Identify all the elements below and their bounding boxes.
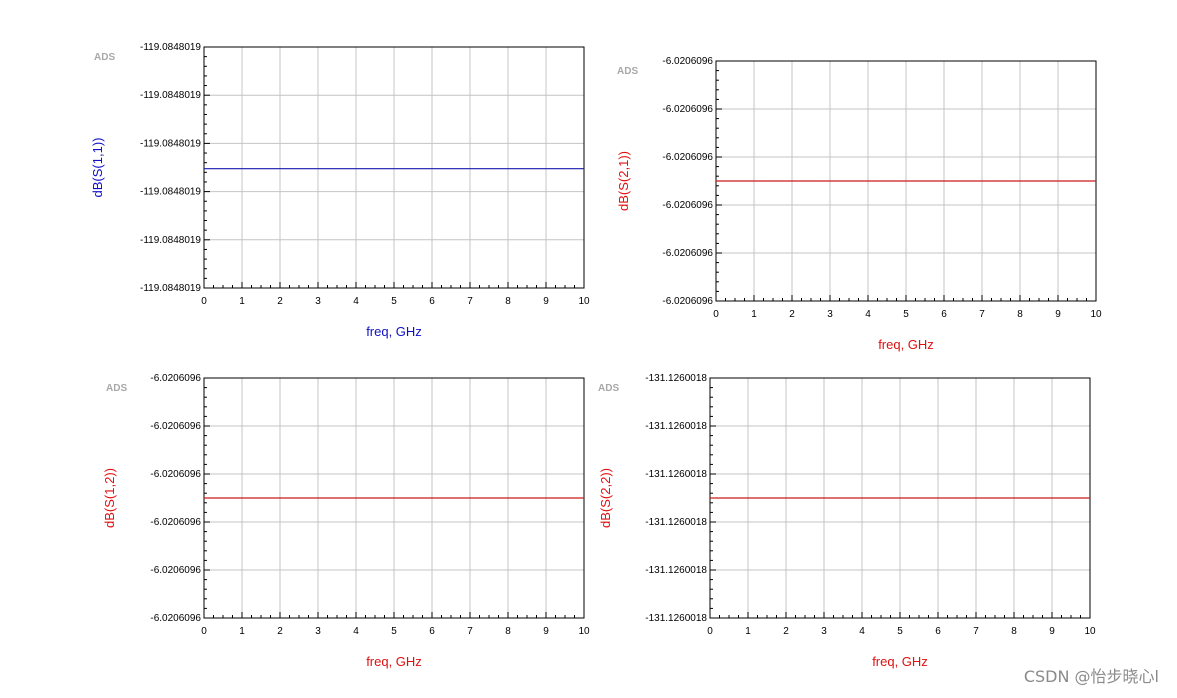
y-tick-label: -119.0848019 bbox=[140, 235, 201, 246]
x-tick-label: 7 bbox=[979, 309, 985, 320]
x-tick-label: 6 bbox=[941, 309, 947, 320]
y-tick-label: -131.1260018 bbox=[645, 517, 707, 528]
x-tick-label: 3 bbox=[315, 626, 321, 637]
x-tick-label: 5 bbox=[391, 626, 397, 637]
x-tick-label: 10 bbox=[578, 626, 590, 637]
x-tick-label: 1 bbox=[751, 309, 757, 320]
ads-tag: ADS bbox=[94, 52, 115, 63]
chart-4: 0 1 2 3 4 5 6 7 8 9 10 -131.1260018 -131.1260018 -131… bbox=[598, 373, 1096, 669]
x-axis-label: freq, GHz bbox=[366, 654, 422, 669]
x-tick-label: 2 bbox=[277, 626, 283, 637]
y-tick-label: -6.0206096 bbox=[662, 296, 713, 307]
x-tick-label: 0 bbox=[201, 626, 207, 637]
x-tick-label: 1 bbox=[239, 626, 245, 637]
y-tick-label: -131.1260018 bbox=[645, 565, 707, 576]
x-tick-label: 8 bbox=[1017, 309, 1023, 320]
x-tick-label: 4 bbox=[353, 626, 359, 637]
x-tick-label: 9 bbox=[1049, 626, 1055, 637]
x-tick-label: 0 bbox=[707, 626, 713, 637]
x-tick-label: 10 bbox=[578, 296, 590, 307]
x-tick-label: 10 bbox=[1084, 626, 1096, 637]
x-axis-label: freq, GHz bbox=[878, 337, 934, 352]
y-tick-label: -6.0206096 bbox=[150, 565, 201, 576]
x-tick-label: 0 bbox=[713, 309, 719, 320]
x-tick-label: 0 bbox=[201, 296, 207, 307]
x-axis-label: freq, GHz bbox=[872, 654, 928, 669]
x-tick-label: 7 bbox=[973, 626, 979, 637]
plot-frame bbox=[203, 46, 585, 289]
y-tick-label: -6.0206096 bbox=[662, 248, 713, 259]
chart-3: 0 1 2 3 4 5 6 7 8 9 10 -6.0206096 -6.0206096 -6.02060… bbox=[102, 373, 590, 669]
ads-tag: ADS bbox=[617, 66, 638, 77]
x-tick-label: 6 bbox=[429, 296, 435, 307]
x-tick-label: 9 bbox=[543, 626, 549, 637]
y-tick-label: -6.0206096 bbox=[662, 56, 713, 67]
y-tick-label: -131.1260018 bbox=[645, 469, 707, 480]
y-tick-label: -6.0206096 bbox=[662, 152, 713, 163]
y-tick-label: -119.0848019 bbox=[140, 283, 201, 294]
x-tick-label: 2 bbox=[277, 296, 283, 307]
x-tick-label: 7 bbox=[467, 626, 473, 637]
y-tick-label: -6.0206096 bbox=[150, 421, 201, 432]
y-tick-label: -131.1260018 bbox=[645, 373, 707, 384]
chart-1: 0 1 2 3 4 5 6 7 8 9 10 -119.0848019 -119.0848019 -119… bbox=[90, 42, 590, 339]
x-tick-label: 2 bbox=[789, 309, 795, 320]
y-tick-label: -131.1260018 bbox=[645, 421, 707, 432]
x-tick-label: 3 bbox=[827, 309, 833, 320]
chart-2: 0 1 2 3 4 5 6 7 8 9 10 -6.0206096 -6.0206096 -6.02060… bbox=[616, 56, 1102, 352]
x-tick-label: 8 bbox=[505, 626, 511, 637]
y-tick-label: -119.0848019 bbox=[140, 138, 201, 149]
x-tick-label: 6 bbox=[935, 626, 941, 637]
y-axis-label: dB(S(2,2)) bbox=[598, 468, 613, 528]
x-tick-label: 9 bbox=[1055, 309, 1061, 320]
x-axis-label: freq, GHz bbox=[366, 324, 422, 339]
x-tick-label: 1 bbox=[239, 296, 245, 307]
x-tick-label: 4 bbox=[859, 626, 865, 637]
y-tick-label: -6.0206096 bbox=[662, 200, 713, 211]
x-tick-label: 4 bbox=[353, 296, 359, 307]
x-tick-label: 1 bbox=[745, 626, 751, 637]
y-axis-label: dB(S(1,1)) bbox=[90, 138, 105, 198]
y-tick-label: -6.0206096 bbox=[150, 469, 201, 480]
y-tick-label: -6.0206096 bbox=[150, 517, 201, 528]
x-tick-label: 3 bbox=[821, 626, 827, 637]
y-tick-label: -6.0206096 bbox=[150, 613, 201, 624]
x-tick-label: 8 bbox=[505, 296, 511, 307]
x-tick-label: 4 bbox=[865, 309, 871, 320]
ads-tag: ADS bbox=[598, 383, 619, 394]
x-tick-label: 6 bbox=[429, 626, 435, 637]
x-tick-label: 5 bbox=[903, 309, 909, 320]
x-tick-label: 3 bbox=[315, 296, 321, 307]
watermark: CSDN @怡步晓心l bbox=[1023, 667, 1159, 686]
y-axis-label: dB(S(2,1)) bbox=[616, 151, 631, 211]
x-tick-label: 2 bbox=[783, 626, 789, 637]
x-tick-label: 8 bbox=[1011, 626, 1017, 637]
x-tick-label: 10 bbox=[1090, 309, 1102, 320]
x-tick-label: 5 bbox=[391, 296, 397, 307]
y-tick-label: -6.0206096 bbox=[150, 373, 201, 384]
y-tick-label: -119.0848019 bbox=[140, 42, 201, 53]
y-tick-label: -119.0848019 bbox=[140, 187, 201, 198]
x-tick-label: 9 bbox=[543, 296, 549, 307]
y-tick-label: -119.0848019 bbox=[140, 90, 201, 101]
x-tick-label: 7 bbox=[467, 296, 473, 307]
x-tick-label: 5 bbox=[897, 626, 903, 637]
y-axis-label: dB(S(1,2)) bbox=[102, 468, 117, 528]
y-tick-label: -6.0206096 bbox=[662, 104, 713, 115]
ads-tag: ADS bbox=[106, 383, 127, 394]
y-tick-label: -131.1260018 bbox=[645, 613, 707, 624]
